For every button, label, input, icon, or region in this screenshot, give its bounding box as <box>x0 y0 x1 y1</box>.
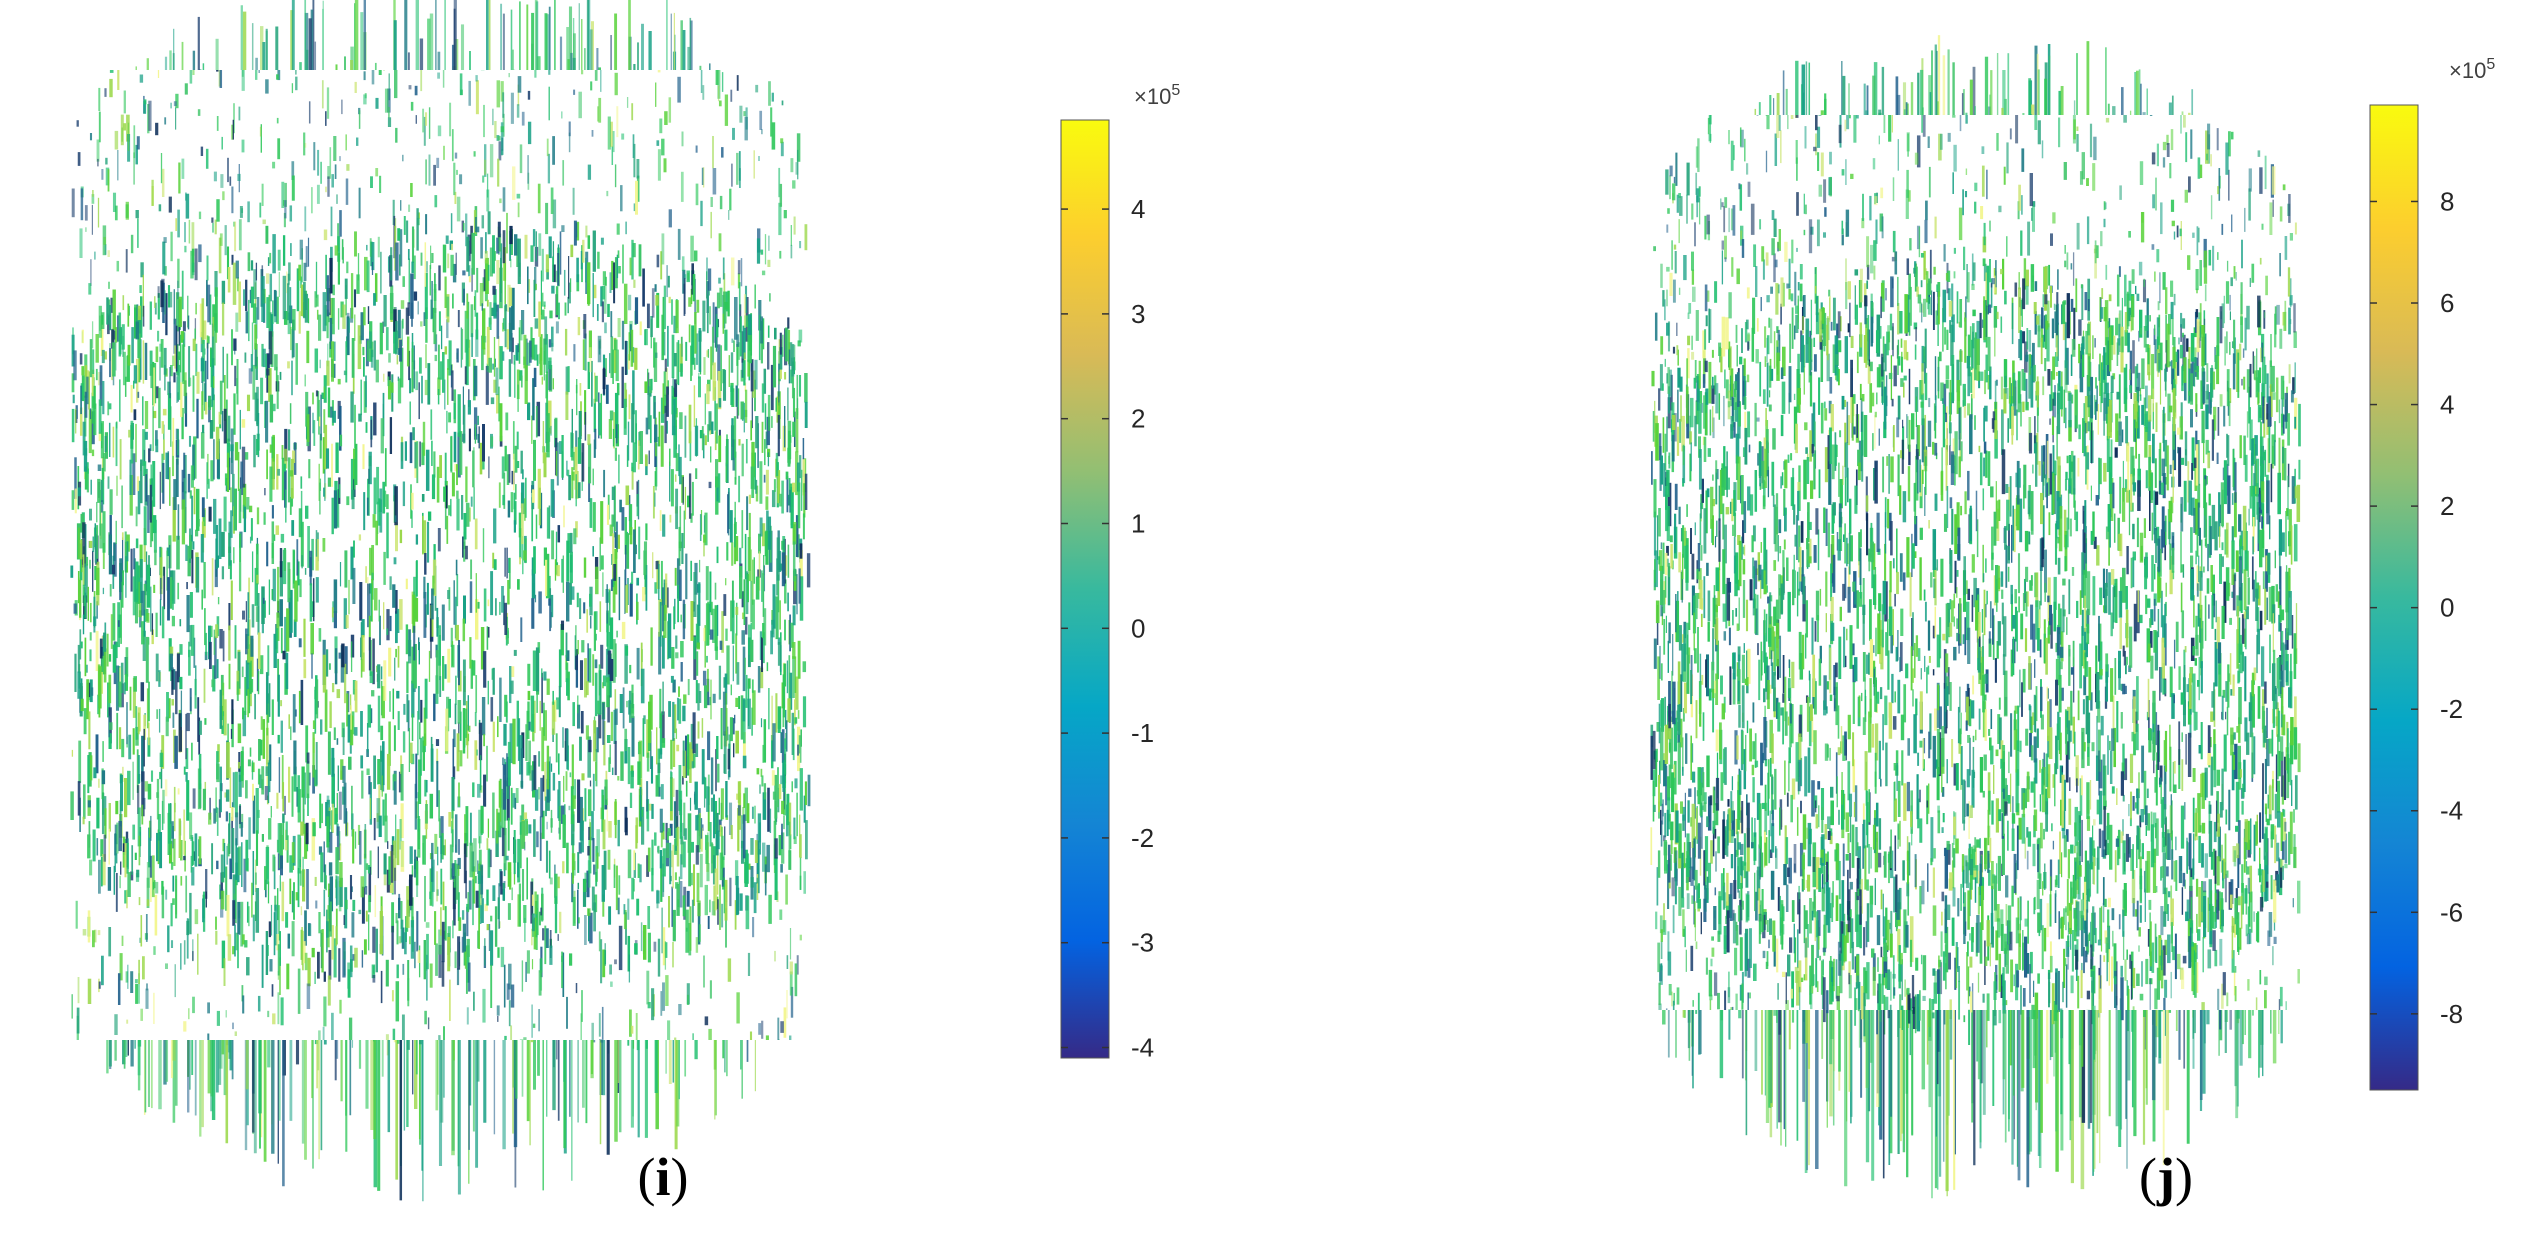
point-cloud-plot-i <box>70 0 811 1202</box>
